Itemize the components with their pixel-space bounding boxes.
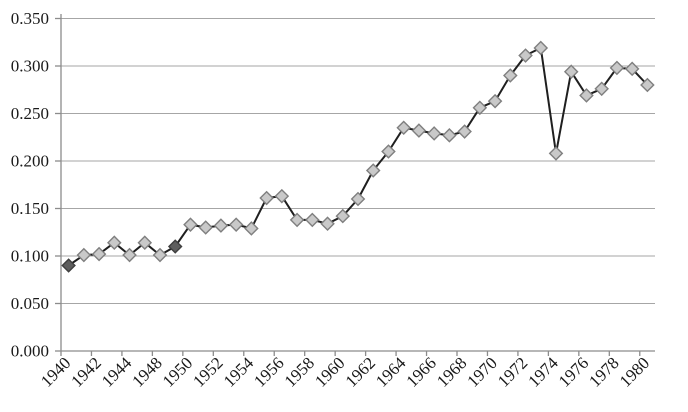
y-tick-label: 0.000 <box>11 342 49 361</box>
x-tick-label: 1954 <box>220 353 258 391</box>
data-point-marker <box>396 120 411 136</box>
data-point-marker <box>76 247 92 263</box>
data-point-marker <box>213 218 229 233</box>
y-tick-label: 0.050 <box>11 294 49 313</box>
data-point-marker <box>365 163 381 178</box>
data-point-marker <box>472 100 488 116</box>
y-tick-label: 0.150 <box>11 199 49 218</box>
x-tick-label: 1958 <box>281 353 318 390</box>
x-tick-label: 1970 <box>463 353 500 390</box>
data-point-marker <box>320 216 335 231</box>
data-point-marker <box>183 217 198 232</box>
data-point-marker-highlighted <box>167 239 183 254</box>
x-tick-label: 1956 <box>250 353 287 390</box>
data-point-marker-highlighted <box>61 258 76 273</box>
data-point-marker <box>624 61 640 77</box>
x-tick-label: 1952 <box>189 353 226 390</box>
x-tick-label: 1944 <box>98 353 136 391</box>
x-tick-label: 1964 <box>372 353 410 391</box>
data-point-marker <box>305 212 320 228</box>
y-tick-label: 0.100 <box>11 247 49 266</box>
data-point-marker <box>640 77 655 93</box>
y-tick-label: 0.300 <box>11 57 49 76</box>
data-point-marker <box>91 246 107 262</box>
x-tick-label: 1978 <box>585 353 622 390</box>
data-point-marker <box>335 208 351 224</box>
data-point-marker <box>381 144 396 159</box>
data-point-marker <box>122 247 137 263</box>
data-point-marker <box>518 48 533 63</box>
data-point-marker <box>579 88 594 103</box>
data-point-marker <box>152 247 168 263</box>
x-tick-label: 1950 <box>159 353 196 390</box>
data-series-line <box>67 46 649 267</box>
data-point-marker <box>487 93 503 109</box>
data-point-marker <box>137 235 153 250</box>
data-point-marker <box>426 126 442 141</box>
data-point-marker <box>259 190 274 206</box>
x-tick-label: 1974 <box>524 353 562 391</box>
x-tick-label: 1976 <box>555 353 592 390</box>
data-point-marker <box>198 220 213 235</box>
data-point-marker <box>289 212 305 228</box>
data-point-marker <box>457 124 472 139</box>
data-point-marker <box>244 221 259 236</box>
data-point-marker <box>503 68 518 83</box>
data-point-marker <box>350 191 366 207</box>
x-tick-label: 1980 <box>616 353 653 390</box>
data-point-marker <box>533 40 549 56</box>
data-point-marker <box>274 188 290 204</box>
data-point-marker <box>563 64 579 79</box>
x-tick-label: 1962 <box>342 353 379 390</box>
data-point-marker <box>411 123 427 138</box>
x-tick-label: 1948 <box>128 353 165 390</box>
y-tick-label: 0.350 <box>11 9 49 28</box>
data-point-marker <box>594 81 609 97</box>
x-tick-label: 1972 <box>494 353 531 390</box>
data-point-marker <box>442 128 457 143</box>
y-tick-label: 0.200 <box>11 152 49 171</box>
y-tick-label: 0.250 <box>11 104 49 123</box>
data-point-marker <box>107 235 122 250</box>
x-tick-label: 1966 <box>403 353 440 390</box>
x-tick-label: 1942 <box>67 353 104 390</box>
data-point-marker <box>548 146 564 161</box>
x-tick-label: 1960 <box>311 353 348 390</box>
x-tick-label: 1968 <box>433 353 470 390</box>
data-point-marker <box>228 217 244 232</box>
data-point-marker <box>609 60 625 76</box>
